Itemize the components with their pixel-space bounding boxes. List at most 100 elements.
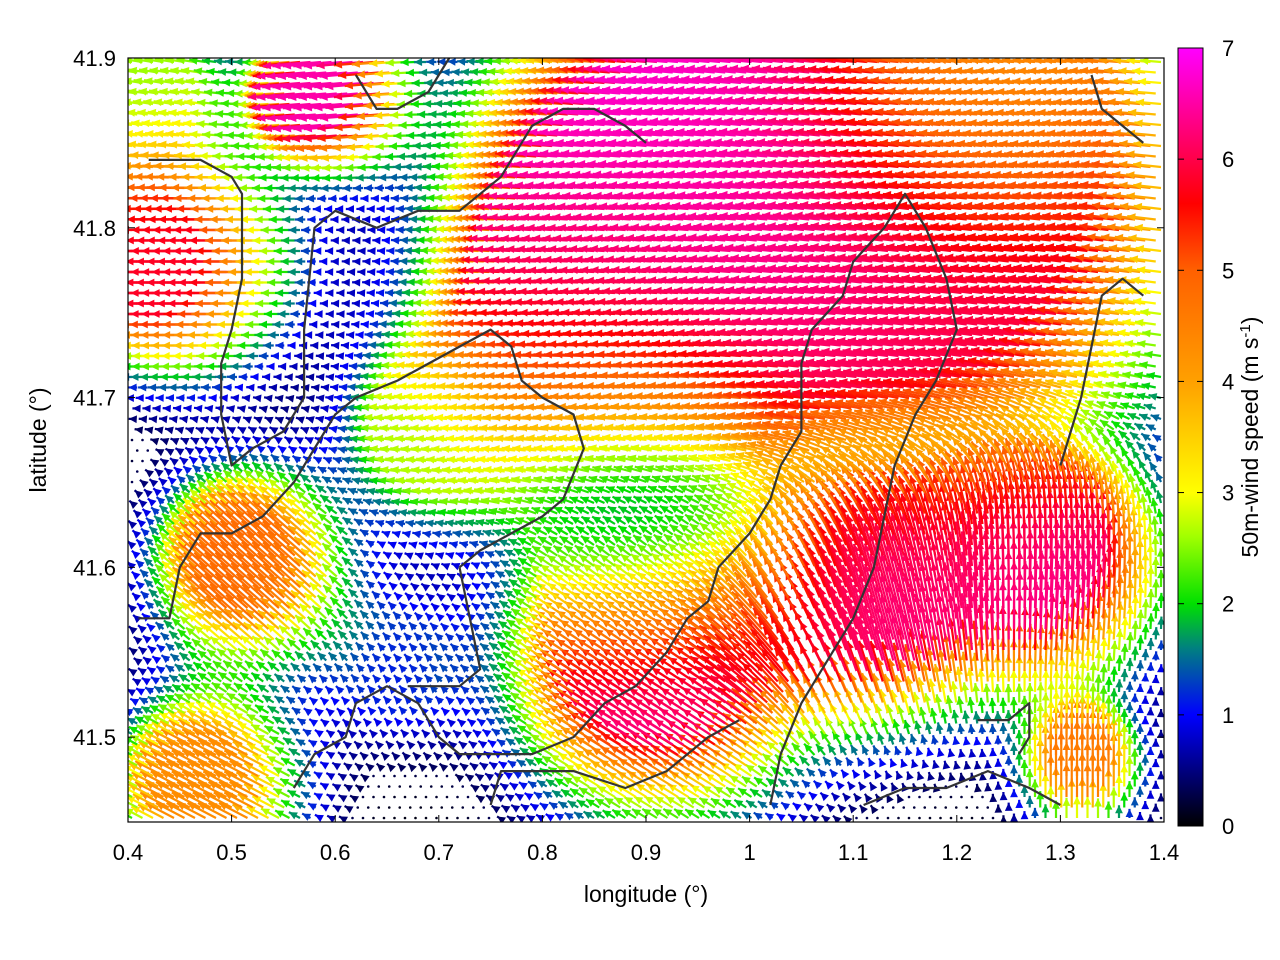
wind-vector [128, 772, 133, 777]
wind-vector [554, 812, 565, 822]
wind-vector [435, 795, 438, 799]
wind-vector [360, 773, 370, 783]
wind-vector [897, 816, 900, 820]
wind-vector [884, 770, 893, 780]
wind-vector [393, 774, 396, 778]
wind-vector [414, 774, 417, 778]
wind-vector [851, 769, 861, 779]
wind-vector [576, 799, 590, 809]
wind-vector [474, 772, 485, 782]
wind-vector [536, 779, 548, 789]
wind-vector [272, 787, 291, 798]
wind-vector [733, 798, 747, 809]
wind-vector [745, 799, 758, 809]
wind-vector [539, 802, 549, 811]
wind-vector [1146, 790, 1155, 799]
wind-vector [1094, 798, 1102, 819]
wind-vector [906, 771, 914, 781]
wind-vector [676, 796, 695, 809]
wind-vector [564, 811, 574, 821]
wind-vector [912, 806, 916, 809]
wind-vector [780, 801, 791, 811]
wind-vector [505, 793, 515, 802]
wind-vector [879, 782, 888, 792]
wind-vector [725, 786, 742, 798]
wind-vector [761, 788, 774, 798]
wind-vector [785, 790, 795, 800]
wind-vector [135, 470, 139, 473]
wind-vector [753, 776, 768, 788]
wind-vector [891, 806, 895, 809]
wind-vector [471, 806, 475, 809]
wind-vector [301, 812, 312, 821]
wind-vector [514, 792, 525, 802]
wind-vector [258, 764, 280, 777]
wind-vector [516, 814, 526, 822]
wind-vector [286, 768, 301, 777]
wind-vector [948, 772, 956, 782]
wind-vector [372, 795, 375, 799]
wind-vector [1157, 771, 1164, 780]
wind-vector [146, 449, 150, 452]
wind-vector [594, 797, 611, 809]
wind-vector [128, 312, 133, 316]
wind-vector [128, 814, 133, 819]
wind-vector [496, 815, 507, 822]
wind-vector [332, 804, 342, 813]
wind-vector [527, 780, 537, 789]
wind-vector [372, 816, 375, 820]
wind-vector [274, 809, 291, 819]
wind-vector [1109, 787, 1118, 808]
wind-vector [464, 773, 475, 783]
wind-vector [745, 763, 763, 777]
wind-vector [631, 808, 648, 819]
wind-vector [286, 789, 301, 798]
wind-vector [927, 771, 935, 781]
wind-vector [130, 438, 134, 442]
wind-vector [128, 793, 133, 798]
wind-vector [654, 795, 674, 809]
wind-vector [398, 806, 402, 809]
wind-vector [641, 807, 658, 819]
wind-vector [1151, 803, 1160, 812]
wind-vector [757, 800, 768, 810]
wind-vector [923, 806, 927, 809]
wind-vector [1010, 813, 1018, 822]
wind-vector [937, 772, 946, 782]
wind-vector [524, 792, 534, 801]
wind-vector [764, 812, 775, 821]
wind-vector [503, 771, 514, 780]
wind-vector [372, 774, 375, 778]
wind-vector [482, 806, 486, 809]
wind-vector [382, 774, 386, 778]
wind-vector [337, 772, 348, 782]
wind-vector [135, 449, 139, 452]
wind-vector [361, 816, 365, 820]
wind-vector [798, 813, 809, 822]
wind-vector [604, 797, 621, 809]
wind-vector [949, 795, 953, 799]
wind-vector [970, 795, 974, 799]
wind-vector [506, 815, 516, 822]
wind-vector [130, 805, 154, 819]
wind-vector [294, 758, 306, 768]
wind-vector [587, 785, 606, 798]
wind-vector [128, 753, 149, 767]
wind-vector [445, 774, 449, 778]
wind-vector [326, 793, 336, 802]
wind-vector [533, 791, 543, 800]
wind-vector [949, 816, 953, 820]
wind-vector [518, 781, 528, 790]
wind-vector [695, 808, 711, 819]
wind-vector [456, 816, 459, 820]
wind-vector [578, 786, 595, 798]
wind-vector [548, 801, 559, 811]
wind-vector [954, 806, 958, 809]
wind-vector [377, 806, 381, 809]
wind-vector [1120, 792, 1129, 808]
wind-vector [999, 768, 1008, 778]
wind-vector [1046, 786, 1055, 808]
wind-vector [354, 784, 365, 793]
wind-vector [873, 770, 882, 780]
